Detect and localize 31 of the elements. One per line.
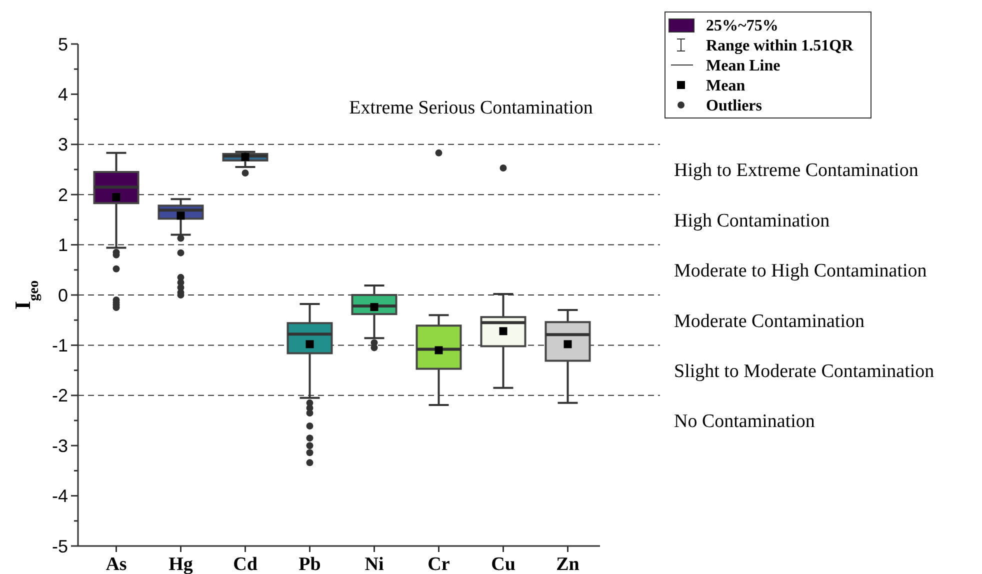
x-tick-label: Ni [364, 554, 384, 574]
x-tick-label: Zn [556, 554, 580, 574]
legend-label: Mean [706, 78, 746, 95]
y-tick-label: 4 [58, 84, 68, 104]
text: Moderate Contamination [674, 310, 865, 332]
y-tick-label: 5 [58, 34, 68, 54]
x-tick-label: Cr [428, 554, 450, 574]
y-tick-label: -4 [52, 486, 68, 506]
x-tick-label: Cu [491, 554, 516, 574]
text: High Contamination [674, 210, 830, 232]
text: Range within 1.51QR [706, 38, 854, 55]
annotation: Extreme Serious Contamination [349, 97, 594, 118]
y-tick-label: 2 [58, 184, 68, 205]
x-tick-label: As [106, 554, 127, 574]
text: High to Extreme Contamination [674, 160, 919, 182]
y-tick-label: 1 [58, 235, 68, 256]
text: Mean Line [706, 58, 780, 75]
y-tick-label: -2 [52, 386, 68, 406]
x-tick-label: Hg [168, 554, 194, 574]
text: Slight to Moderate Contamination [674, 360, 935, 382]
legend-label: 25%~75% [706, 18, 778, 35]
y-tick-label: -3 [52, 436, 68, 456]
x-tick-label: Pb [298, 554, 321, 574]
text: No Contamination [674, 411, 816, 432]
y-tick-label: -1 [52, 336, 68, 356]
y-tick-label: -5 [52, 536, 68, 556]
y-tick-label: 3 [58, 134, 68, 155]
text: Moderate to High Contamination [674, 260, 928, 282]
legend-label: Outliers [706, 98, 762, 115]
x-tick-label: Cd [233, 554, 258, 574]
y-tick-label: 0 [58, 285, 68, 306]
